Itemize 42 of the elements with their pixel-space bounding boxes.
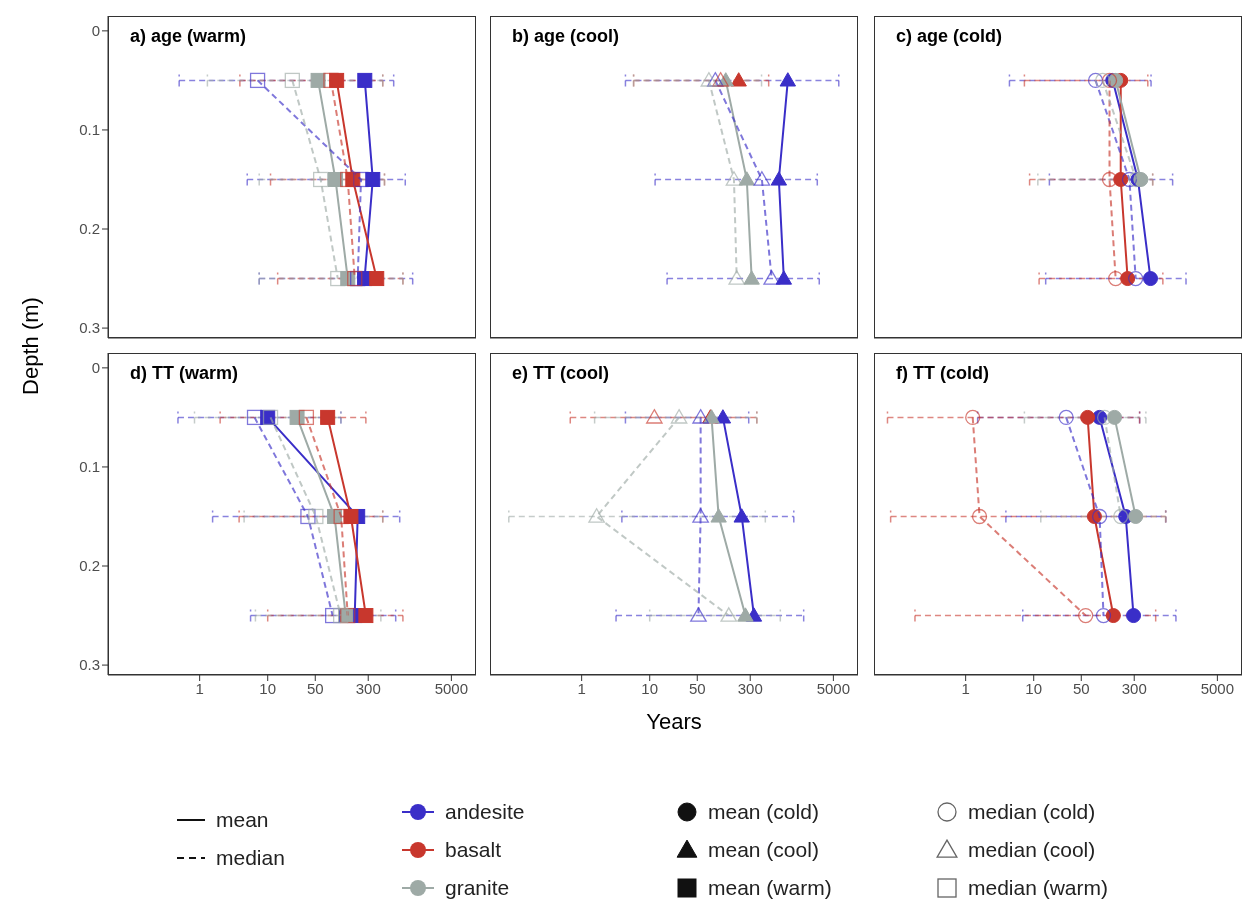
x-tick-label: 300 — [355, 679, 381, 697]
text: f) TT (cold) — [896, 363, 989, 384]
x-tick-label: 50 — [1072, 679, 1090, 697]
y-tick-label: 0.2 — [79, 557, 100, 575]
y-tick-label: 0.1 — [79, 121, 100, 139]
y-tick-label: 0.2 — [79, 220, 100, 238]
text: mean (cool) — [708, 838, 819, 862]
x-tick-label: 1 — [195, 679, 204, 697]
x-tick-label: 5000 — [434, 679, 469, 697]
x-tick-label: 50 — [688, 679, 706, 697]
y-tick-label: 0.3 — [79, 656, 100, 674]
y-axis-title: Depth (m) — [18, 297, 44, 395]
y-tick-label: 0 — [91, 22, 100, 40]
y-tick-label: 0.3 — [79, 319, 100, 337]
x-tick-label: 10 — [259, 679, 277, 697]
x-tick-label: 300 — [737, 679, 763, 697]
legend-label: basalt — [445, 838, 502, 862]
text: e) TT (cool) — [512, 363, 609, 384]
x-axis-title: Years — [645, 709, 703, 735]
text: d) TT (warm) — [130, 363, 238, 384]
legend-label: andesite — [445, 800, 525, 824]
text: median (cold) — [968, 800, 1096, 824]
text: median (cool) — [968, 838, 1096, 862]
text: mean (cold) — [708, 800, 819, 824]
text: median — [216, 846, 285, 870]
text: median (warm) — [968, 876, 1109, 900]
text: a) age (warm) — [130, 26, 247, 47]
x-tick-label: 5000 — [816, 679, 851, 697]
text: mean — [216, 808, 269, 832]
x-tick-label: 1 — [577, 679, 586, 697]
text: b) age (cool) — [512, 26, 619, 47]
y-tick-label: 0.1 — [79, 458, 100, 476]
x-tick-label: 5000 — [1200, 679, 1235, 697]
x-tick-label: 50 — [306, 679, 324, 697]
x-tick-label: 300 — [1121, 679, 1147, 697]
text: mean (warm) — [708, 876, 832, 900]
x-tick-label: 1 — [961, 679, 970, 697]
text: c) age (cold) — [896, 26, 1003, 47]
y-tick-label: 0 — [91, 359, 100, 377]
x-tick-label: 10 — [1025, 679, 1043, 697]
x-tick-label: 10 — [641, 679, 659, 697]
legend-label: granite — [445, 876, 510, 900]
